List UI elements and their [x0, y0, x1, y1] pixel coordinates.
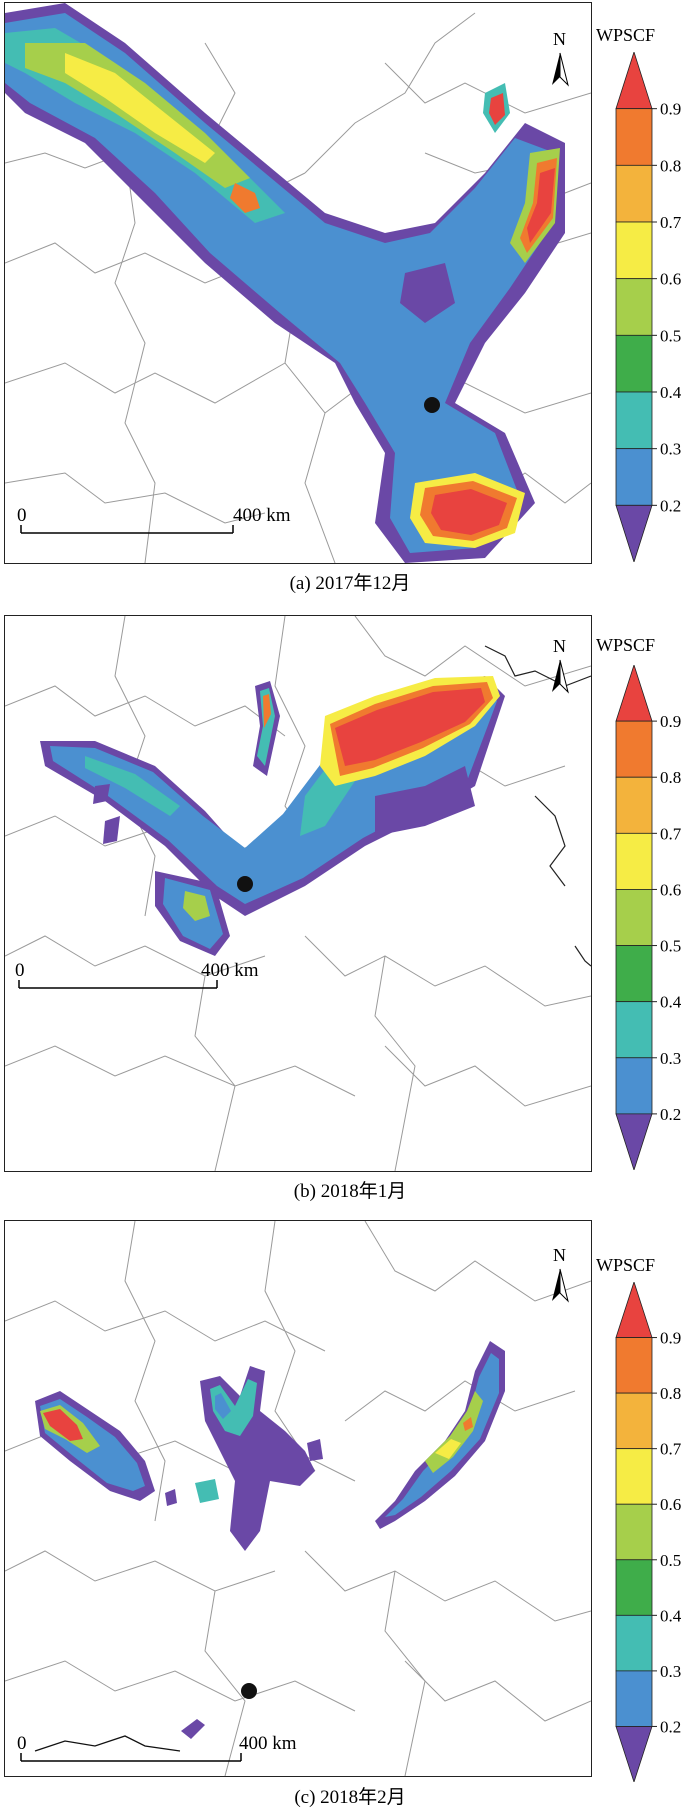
receptor-site-marker-a [424, 397, 440, 413]
north-arrow-icon-c: N [552, 1245, 569, 1303]
colorbar-tick-label: 0.6 [660, 880, 681, 899]
panel-a: 0 400 km N WPSCF 0.9 0.8 0.7 0.6 0.5 0.4 0.3 0.… [0, 0, 700, 600]
colorbar-tick-label: 0.3 [660, 1662, 681, 1681]
colorbar-segment [615, 278, 653, 336]
map-frame-c: 0 400 km N [4, 1220, 592, 1777]
map-frame-b: 0 400 km N [4, 615, 592, 1172]
colorbar-segment [615, 334, 653, 393]
north-arrow-icon-a: N [552, 29, 569, 87]
north-arrow-icon-b: N [552, 636, 569, 694]
colorbar-segment [615, 1057, 653, 1115]
caption-c: (c) 2018年2月 [294, 1787, 406, 1808]
colorbar-segment [615, 1559, 653, 1616]
colorbar-segment [615, 1670, 653, 1727]
scale-distance-c: 400 km [239, 1733, 297, 1754]
colorbar-segment [615, 945, 653, 1003]
map-canvas-b: 0 400 km N [5, 616, 591, 1171]
scale-distance-b: 400 km [201, 960, 259, 981]
colorbar-tick-label: 0.3 [660, 440, 681, 459]
north-letter-a: N [553, 29, 566, 49]
colorbar-segment [615, 1448, 653, 1505]
colorbar-segment [615, 108, 653, 166]
colorbar-tick-label: 0.5 [660, 937, 681, 956]
colorbar-tick-label: 0.8 [660, 768, 681, 787]
colorbar-tick-label: 0.6 [660, 270, 681, 289]
colorbar-segment [615, 1001, 653, 1059]
colorbar-segment [615, 1337, 653, 1394]
colorbar-segment [615, 164, 653, 223]
map-canvas-a: 0 400 km N [5, 3, 591, 563]
legend-title-c: WPSCF [596, 1255, 656, 1275]
colorbar-tick-label: 0.3 [660, 1049, 681, 1068]
legend-title-b: WPSCF [596, 635, 656, 655]
colorbar-tick-label: 0.8 [660, 1384, 681, 1403]
colorbar-tick-label: 0.2 [660, 1717, 681, 1736]
colorbar-segment [615, 1614, 653, 1672]
colorbar-tick-label: 0.7 [660, 213, 682, 232]
scale-zero-c: 0 [17, 1733, 27, 1754]
coastline-b [484, 645, 591, 967]
caption-b: (b) 2018年1月 [293, 1181, 407, 1202]
wpscf-plume-a [5, 3, 565, 563]
colorbar-b: 0.9 0.8 0.7 0.6 0.5 0.4 0.3 0.2 [615, 665, 682, 1170]
map-frame-a: 0 400 km N [4, 2, 592, 564]
colorbar-segment [615, 1726, 653, 1782]
province-boundaries-c [5, 1221, 591, 1776]
colorbar-tick-label: 0.9 [660, 1329, 681, 1348]
scale-bar-a [20, 525, 234, 534]
colorbar-tick-label: 0.9 [660, 712, 681, 731]
colorbar-segment [615, 776, 653, 834]
scale-bar-c [20, 1753, 242, 1762]
receptor-site-marker-c [241, 1683, 257, 1699]
scale-zero-b: 0 [15, 960, 25, 981]
colorbar-segment [615, 665, 653, 722]
colorbar-segment [615, 1503, 653, 1561]
scale-bar-b [18, 980, 218, 989]
scale-distance-a: 400 km [233, 505, 291, 526]
scale-zero-a: 0 [17, 505, 27, 526]
colorbar-segment [615, 391, 653, 450]
colorbar-tick-label: 0.2 [660, 1105, 681, 1124]
colorbar-c: 0.9 0.8 0.7 0.6 0.5 0.4 0.3 0.2 [615, 1282, 682, 1782]
colorbar-tick-label: 0.4 [660, 993, 682, 1012]
colorbar-segment [615, 720, 653, 778]
colorbar-segment [615, 832, 653, 890]
panel-b: 0 400 km N WPSCF 0.9 0.8 0.7 0.6 0.5 0.4 0.3 0.… [0, 605, 700, 1205]
wpscf-plume-c [35, 1341, 505, 1739]
colorbar-segment [615, 1392, 653, 1450]
receptor-site-marker-b [237, 876, 253, 892]
colorbar-tick-label: 0.5 [660, 326, 681, 345]
caption-a: (a) 2017年12月 [289, 573, 411, 594]
colorbar-segment [615, 504, 653, 562]
colorbar-tick-label: 0.4 [660, 1606, 682, 1625]
colorbar-tick-label: 0.2 [660, 496, 681, 515]
legend-title-a: WPSCF [596, 25, 656, 45]
north-letter-c: N [553, 1245, 566, 1265]
colorbar-a: 0.9 0.8 0.7 0.6 0.5 0.4 0.3 0.2 [615, 52, 682, 562]
colorbar-segment [615, 221, 653, 280]
colorbar-tick-label: 0.8 [660, 156, 681, 175]
colorbar-segment [615, 52, 653, 110]
colorbar-segment [615, 448, 653, 506]
colorbar-segment [615, 889, 653, 946]
coastline-c [34, 1735, 181, 1752]
colorbar-segment [615, 1113, 653, 1170]
wpscf-plume-b [40, 676, 505, 956]
north-letter-b: N [553, 636, 566, 656]
colorbar-tick-label: 0.5 [660, 1551, 681, 1570]
panel-c: 0 400 km N WPSCF 0.9 0.8 0.7 0.6 0.5 0.4 0.3 0.… [0, 1210, 700, 1809]
map-canvas-c: 0 400 km N [5, 1221, 591, 1776]
colorbar-tick-label: 0.9 [660, 100, 681, 119]
colorbar-segment [615, 1282, 653, 1338]
colorbar-tick-label: 0.6 [660, 1495, 681, 1514]
colorbar-tick-label: 0.7 [660, 1440, 682, 1459]
colorbar-tick-label: 0.4 [660, 383, 682, 402]
colorbar-tick-label: 0.7 [660, 824, 682, 843]
